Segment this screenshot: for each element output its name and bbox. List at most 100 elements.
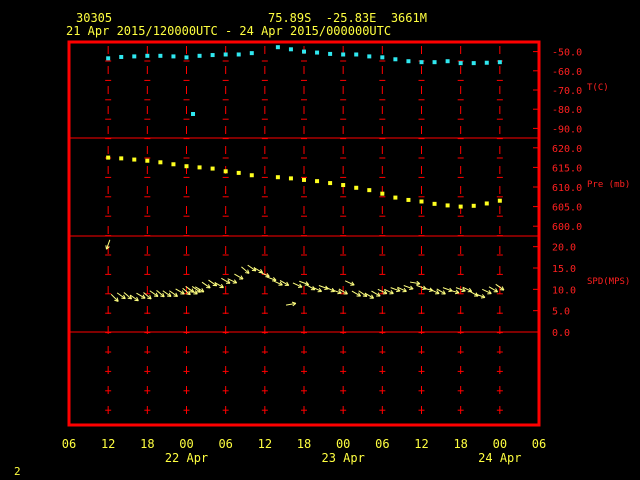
pressure-point [419,199,424,204]
wind-arrow-head [436,290,440,294]
wind-arrow [188,288,198,295]
wind-arrow-head [454,292,460,295]
pressure-point [367,188,372,193]
wind-arrow-head [127,297,132,300]
wind-arrow-shaft [488,286,498,293]
wind-arrow-shaft [285,302,296,306]
y-tick-label: 620.0 [552,144,582,155]
temperature-point [471,61,476,66]
wind-arrow [488,286,499,293]
wind-arrow-shaft [338,288,348,295]
wind-arrow [409,280,421,286]
wind-arrow-head [488,290,492,294]
wind-arrow-shaft [273,280,283,286]
pressure-point [236,170,241,175]
temperature-point [275,45,280,50]
wind-arrow-shaft [234,273,244,280]
wind-arrow-shaft [241,266,250,274]
wind-arrow-head [155,292,159,297]
wind-arrow-head [501,286,505,291]
wind-arrow-shaft [247,264,257,272]
wind-arrow-head [351,281,355,286]
wind-arrow-head [409,288,414,291]
wind-arrow-head [299,283,303,288]
x-tick-label: 06 [532,437,546,451]
wind-arrow-shaft [377,288,388,295]
pressure-point [406,197,411,202]
wind-arrow [169,290,178,297]
wind-arrow [266,276,277,282]
wind-arrow-head [371,294,375,299]
wind-arrow [129,294,139,302]
temperature-point [432,60,437,65]
wind-arrow-head [247,269,250,274]
wind-arrow-head [175,292,178,297]
y-tick-label: 15.0 [552,264,576,275]
wind-arrow-head [480,296,486,299]
wind-arrow-head [397,287,401,292]
pressure-point [210,166,215,171]
pressure-point [458,204,463,209]
x-tick-label: 18 [453,437,467,451]
wind-arrow-head [227,279,231,284]
wind-arrow [214,282,224,289]
pressure-point [328,181,333,186]
wind-arrow-head [337,292,342,295]
wind-arrow [175,288,185,295]
wind-arrow-head [318,287,322,292]
wind-arrow [364,292,375,299]
y-tick-label: -60.0 [552,67,582,78]
date-label: 23 Apr [321,451,364,465]
pressure-point [223,169,228,174]
wind-arrow-shaft [325,286,335,292]
wind-arrow-shaft [403,285,414,290]
x-tick-label: 06 [62,437,76,451]
wind-arrow-head [416,280,421,285]
wind-arrow-head [136,296,139,301]
wind-arrow [162,290,172,297]
wind-arrow-shaft [390,287,401,292]
temperature-point [171,54,176,59]
pressure-point [288,176,293,181]
pressure-point [184,164,189,169]
wind-arrow-head [279,281,283,286]
pressure-point [275,175,280,180]
wind-arrow-head [201,288,205,293]
pressure-point [315,179,320,184]
wind-arrow-head [461,290,466,293]
time-period: 21 Apr 2015/120000UTC - 24 Apr 2015/0000… [66,24,392,38]
wind-arrow [123,292,133,300]
temperature-point [197,53,202,58]
wind-arrow-shaft [344,280,355,286]
temperature-outlier-point [191,112,196,116]
wind-arrow [403,285,414,291]
wind-arrow-head [181,290,185,295]
wind-arrow-head [186,293,191,296]
wind-arrow-head [240,275,244,280]
wind-arrow-shaft [175,288,185,295]
temperature-point [210,53,215,58]
temperature-point [288,47,293,52]
pressure-point [302,177,306,182]
wind-arrow-shaft [279,280,289,286]
wind-arrow [241,266,250,274]
page-number: 2 [14,465,21,478]
y-tick-label: 10.0 [552,285,576,296]
pressure-point [380,191,385,196]
pressure-point [354,185,359,190]
date-label: 24 Apr [478,451,521,465]
wind-arrow-head [286,281,290,286]
wind-arrow-head [415,283,421,286]
wind-arrow-head [220,283,224,288]
wind-arrow-shaft [169,290,178,297]
wind-arrow [482,288,492,295]
wind-arrow [143,292,152,300]
wind-arrow-head [105,245,107,250]
y-tick-label: 610.0 [552,183,582,194]
wind-arrow [495,283,505,291]
wind-arrow-shaft [318,285,329,290]
wind-arrow [397,286,407,293]
temperature-point [223,52,228,57]
temperature-point [132,54,137,59]
wind-arrow [338,288,348,295]
